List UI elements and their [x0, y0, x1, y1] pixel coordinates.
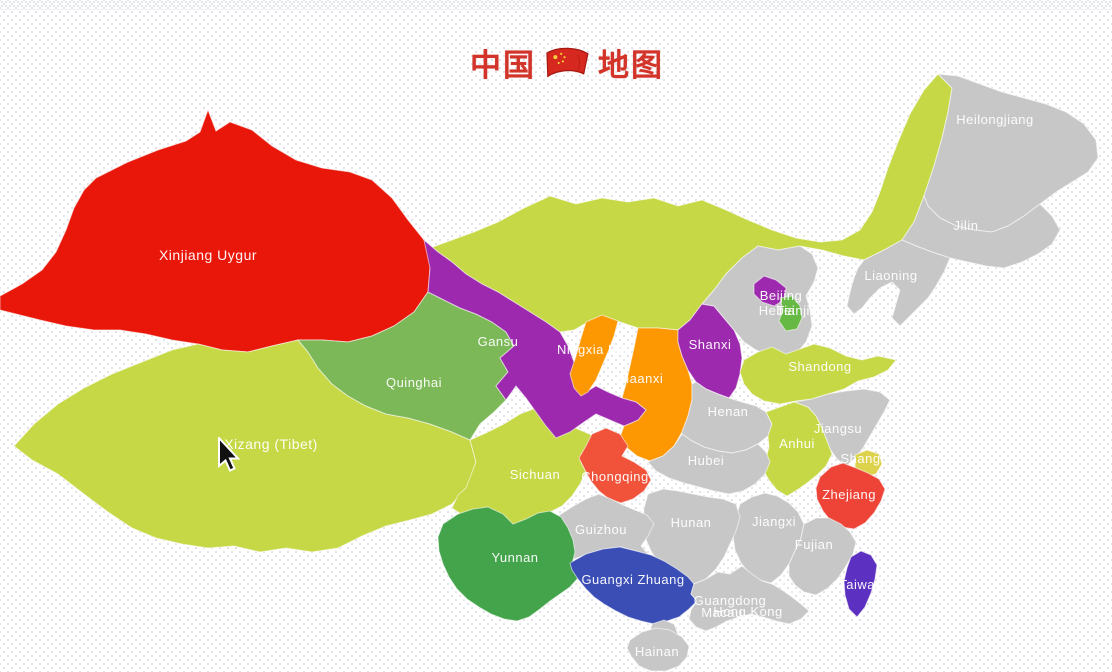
page-title: 中国 地图	[470, 40, 664, 85]
region-hubei[interactable]	[647, 433, 771, 495]
region-label-jiangsu: Jiangsu	[814, 421, 862, 436]
region-label-xinjiang: Xinjiang Uygur	[159, 247, 257, 263]
title-text-right: 地图	[598, 48, 664, 83]
region-ningxia[interactable]	[569, 314, 619, 397]
region-liaoning[interactable]	[846, 239, 951, 327]
region-heilongjiang[interactable]	[923, 73, 1099, 233]
region-taiwan[interactable]	[843, 550, 878, 618]
region-label-guizhou: Guizhou	[575, 522, 627, 537]
region-yunnan[interactable]	[437, 506, 579, 622]
region-label-gansu: Gansu	[478, 334, 519, 349]
region-label-liaoning: Liaoning	[864, 268, 917, 283]
region-label-zhejiang: Zhejiang	[822, 487, 876, 502]
region-gansu[interactable]	[423, 238, 647, 439]
region-hunan[interactable]	[642, 488, 741, 585]
region-guangxi[interactable]	[569, 546, 698, 625]
region-label-henan: Henan	[708, 404, 749, 419]
region-label-jiangxi: Jiangxi	[752, 514, 796, 529]
region-shandong[interactable]	[739, 343, 897, 405]
region-chongqing[interactable]	[578, 427, 652, 504]
region-label-shanxi: Shanxi	[689, 337, 732, 352]
region-label-shanghai: Shanghai	[841, 451, 900, 466]
region-fujian[interactable]	[788, 517, 857, 596]
region-label-heilongjiang: Heilongjiang	[956, 112, 1034, 127]
region-label-hubei: Hubei	[688, 453, 724, 468]
top-texture-strip	[0, 0, 1112, 10]
region-hainan[interactable]	[626, 627, 690, 672]
region-label-tianjin: Tianjin	[776, 303, 817, 318]
region-label-sichuan: Sichuan	[510, 467, 560, 482]
region-label-shandong: Shandong	[788, 359, 851, 374]
region-label-macau: Macau	[701, 605, 743, 620]
region-anhui[interactable]	[762, 401, 833, 497]
region-label-guangxi: Guangxi Zhuang	[581, 572, 684, 587]
mouse-cursor	[218, 437, 240, 472]
region-label-jilin: Jilin	[954, 218, 979, 233]
title-text-left: 中国	[470, 48, 536, 83]
region-label-hebei: Hebei	[759, 303, 795, 318]
region-label-shaanxi: Shaanxi	[613, 371, 663, 386]
region-label-beijing: Beijing	[760, 288, 803, 303]
region-label-chongqing: Chongqing	[581, 469, 648, 484]
region-tianjin[interactable]	[778, 295, 803, 332]
region-label-taiwan: Taiwan	[839, 577, 882, 592]
region-label-guangdong: Guangdong	[694, 593, 766, 608]
region-label-xizang: Xizang (Tibet)	[224, 436, 318, 452]
region-label-hainan: Hainan	[635, 644, 679, 659]
region-label-hong-kong: Hong Kong	[713, 604, 783, 619]
region-label-ningxia: Ningxia Hui	[557, 342, 629, 357]
region-label-qinghai: Quinghai	[386, 375, 442, 390]
region-label-fujian: Fujian	[795, 537, 833, 552]
region-label-yunnan: Yunnan	[491, 550, 538, 565]
region-label-hunan: Hunan	[671, 515, 712, 530]
region-label-anhui: Anhui	[779, 436, 815, 451]
region-xinjiang[interactable]	[0, 108, 439, 353]
region-zhejiang[interactable]	[815, 462, 886, 530]
china-flag-icon	[546, 47, 589, 78]
